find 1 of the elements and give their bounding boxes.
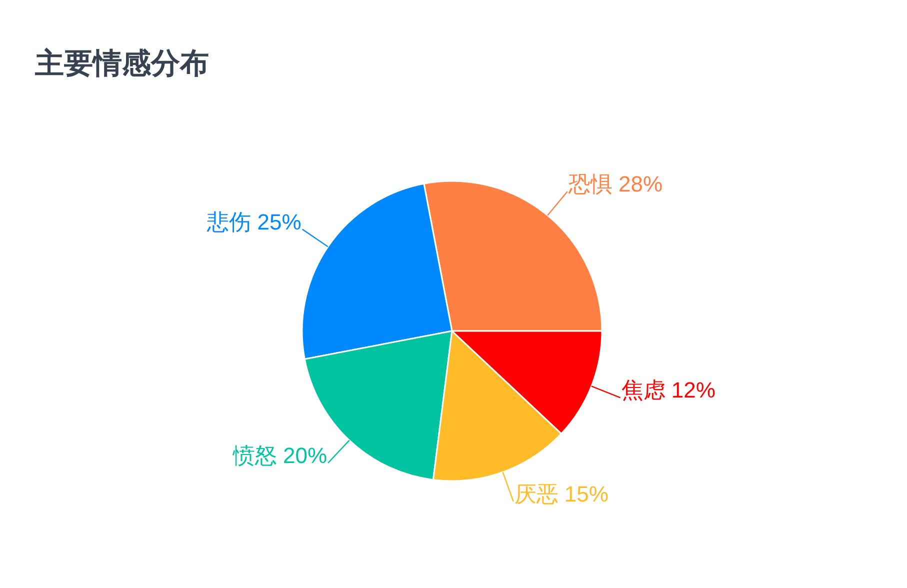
title: 主要情感分布 bbox=[35, 48, 209, 80]
